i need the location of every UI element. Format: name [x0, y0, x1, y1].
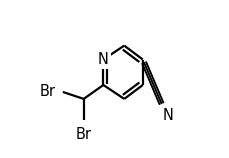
Text: N: N — [98, 52, 108, 67]
Text: Br: Br — [40, 85, 56, 99]
Text: Br: Br — [75, 127, 91, 142]
Text: N: N — [162, 108, 173, 123]
